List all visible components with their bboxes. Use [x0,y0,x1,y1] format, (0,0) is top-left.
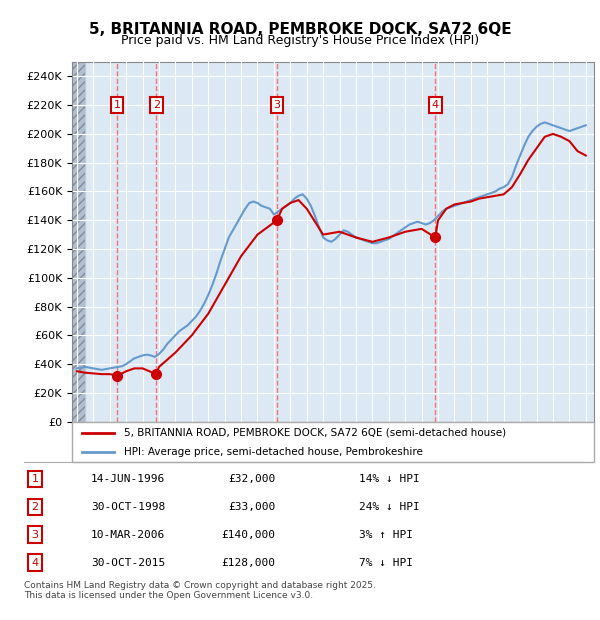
FancyBboxPatch shape [72,422,594,462]
Text: HPI: Average price, semi-detached house, Pembrokeshire: HPI: Average price, semi-detached house,… [124,447,423,457]
Text: 3: 3 [32,529,38,540]
Text: £140,000: £140,000 [221,529,275,540]
Text: 10-MAR-2006: 10-MAR-2006 [91,529,165,540]
Text: Contains HM Land Registry data © Crown copyright and database right 2025.
This d: Contains HM Land Registry data © Crown c… [24,580,376,600]
Text: Price paid vs. HM Land Registry's House Price Index (HPI): Price paid vs. HM Land Registry's House … [121,34,479,47]
Text: 24% ↓ HPI: 24% ↓ HPI [359,502,419,512]
Text: 4: 4 [32,557,39,568]
Text: 1: 1 [113,100,121,110]
Bar [69,62,85,422]
Text: 4: 4 [432,100,439,110]
Text: 3: 3 [274,100,281,110]
Text: 3% ↑ HPI: 3% ↑ HPI [359,529,413,540]
Text: 5, BRITANNIA ROAD, PEMBROKE DOCK, SA72 6QE (semi-detached house): 5, BRITANNIA ROAD, PEMBROKE DOCK, SA72 6… [124,428,506,438]
Text: 14% ↓ HPI: 14% ↓ HPI [359,474,419,484]
Text: 1: 1 [32,474,38,484]
Text: 7% ↓ HPI: 7% ↓ HPI [359,557,413,568]
Text: 14-JUN-1996: 14-JUN-1996 [91,474,165,484]
Text: 5, BRITANNIA ROAD, PEMBROKE DOCK, SA72 6QE: 5, BRITANNIA ROAD, PEMBROKE DOCK, SA72 6… [89,22,511,37]
Text: 2: 2 [152,100,160,110]
Text: £33,000: £33,000 [228,502,275,512]
Text: 2: 2 [32,502,39,512]
Text: £32,000: £32,000 [228,474,275,484]
Text: 30-OCT-1998: 30-OCT-1998 [91,502,165,512]
Text: 30-OCT-2015: 30-OCT-2015 [91,557,165,568]
Text: £128,000: £128,000 [221,557,275,568]
Bar [69,62,85,422]
